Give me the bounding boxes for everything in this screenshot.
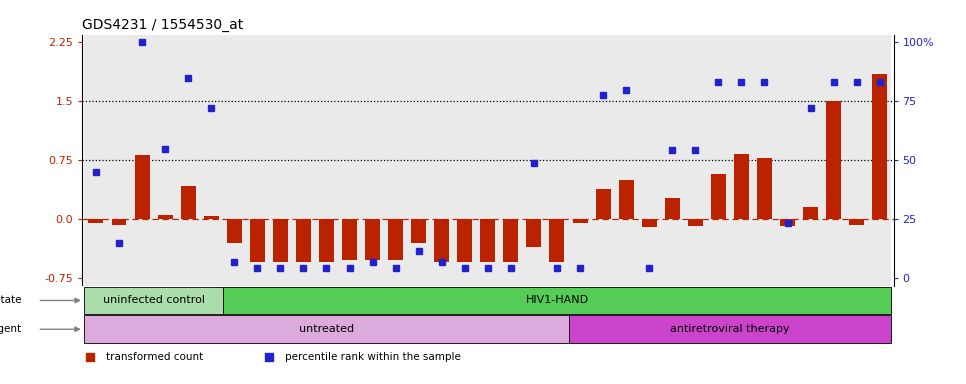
Bar xyxy=(799,35,822,286)
Bar xyxy=(84,315,569,343)
Text: HIV1-HAND: HIV1-HAND xyxy=(526,295,588,305)
Bar xyxy=(476,35,499,286)
Bar xyxy=(480,219,496,262)
Bar xyxy=(200,35,223,286)
Bar xyxy=(388,219,403,260)
Text: GDS4231 / 1554530_at: GDS4231 / 1554530_at xyxy=(82,18,243,32)
Bar xyxy=(780,219,795,225)
Bar xyxy=(435,219,449,262)
Bar xyxy=(503,219,519,262)
Bar xyxy=(453,35,476,286)
Bar xyxy=(296,219,311,262)
Bar xyxy=(872,74,887,219)
Bar xyxy=(457,219,472,262)
Bar xyxy=(573,219,587,223)
Bar xyxy=(569,35,591,286)
Bar xyxy=(107,35,130,286)
Bar xyxy=(711,174,725,219)
Bar xyxy=(315,35,338,286)
Bar xyxy=(526,219,541,247)
Bar xyxy=(319,219,334,262)
Bar xyxy=(591,35,614,286)
Bar xyxy=(384,35,407,286)
Bar xyxy=(130,35,154,286)
Text: uninfected control: uninfected control xyxy=(102,295,205,305)
Bar xyxy=(272,219,288,262)
Bar xyxy=(177,35,200,286)
Text: untreated: untreated xyxy=(298,324,354,334)
Bar xyxy=(245,35,269,286)
Bar xyxy=(84,35,107,286)
Bar xyxy=(757,158,772,219)
Bar xyxy=(430,35,453,286)
Bar xyxy=(734,154,749,219)
Bar xyxy=(407,35,430,286)
Bar xyxy=(596,189,611,219)
Bar xyxy=(157,215,173,219)
Bar xyxy=(523,35,546,286)
Bar xyxy=(365,219,380,260)
Bar xyxy=(661,35,684,286)
Text: disease state: disease state xyxy=(0,295,21,305)
Bar xyxy=(134,155,150,219)
Bar xyxy=(204,216,218,219)
Bar xyxy=(776,35,799,286)
Bar xyxy=(499,35,523,286)
Bar xyxy=(753,35,776,286)
Bar xyxy=(868,35,892,286)
Bar xyxy=(684,35,707,286)
Bar xyxy=(546,35,569,286)
Bar xyxy=(707,35,730,286)
Bar xyxy=(227,219,242,243)
Bar xyxy=(84,286,223,314)
Bar xyxy=(342,219,357,260)
Bar xyxy=(618,180,634,219)
Bar xyxy=(250,219,265,262)
Bar xyxy=(803,207,818,219)
Text: transformed count: transformed count xyxy=(106,352,204,362)
Bar xyxy=(111,219,127,225)
Bar xyxy=(688,219,703,225)
Bar xyxy=(89,219,103,223)
Bar xyxy=(338,35,361,286)
Bar xyxy=(569,315,892,343)
Bar xyxy=(641,219,657,227)
Bar xyxy=(269,35,292,286)
Bar xyxy=(665,198,680,219)
Bar xyxy=(292,35,315,286)
Text: agent: agent xyxy=(0,324,21,334)
Text: percentile rank within the sample: percentile rank within the sample xyxy=(285,352,461,362)
Bar xyxy=(730,35,753,286)
Bar xyxy=(223,286,892,314)
Bar xyxy=(223,35,245,286)
Bar xyxy=(550,219,564,262)
Bar xyxy=(181,186,196,219)
Bar xyxy=(614,35,638,286)
Bar xyxy=(845,35,868,286)
Bar xyxy=(412,219,426,243)
Bar xyxy=(361,35,384,286)
Bar xyxy=(826,101,841,219)
Bar xyxy=(638,35,661,286)
Bar xyxy=(822,35,845,286)
Bar xyxy=(849,219,865,225)
Text: antiretroviral therapy: antiretroviral therapy xyxy=(670,324,789,334)
Bar xyxy=(154,35,177,286)
